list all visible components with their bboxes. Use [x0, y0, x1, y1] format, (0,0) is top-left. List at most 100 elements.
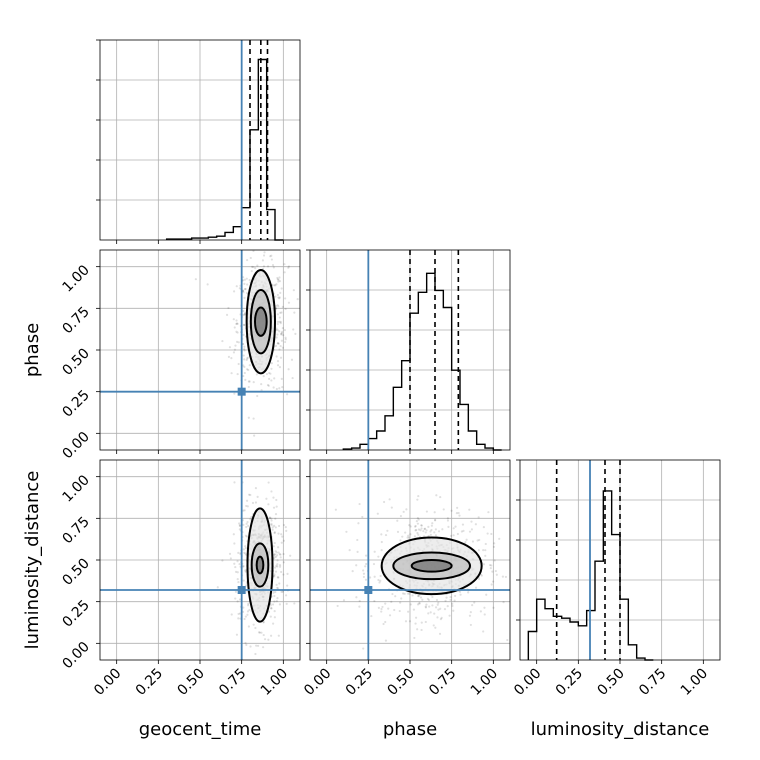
- scatter-point: [365, 562, 368, 566]
- scatter-point: [355, 596, 358, 599]
- scatter-point: [431, 604, 434, 607]
- scatter-point: [233, 326, 236, 329]
- scatter-point: [269, 372, 272, 375]
- histogram-step-line: [527, 490, 654, 661]
- scatter-point: [273, 574, 276, 578]
- scatter-point: [384, 602, 387, 605]
- scatter-point: [229, 557, 232, 560]
- scatter-point: [418, 602, 421, 605]
- scatter-point: [356, 550, 359, 553]
- scatter-point: [422, 530, 425, 533]
- scatter-point: [364, 565, 367, 568]
- scatter-point: [382, 622, 385, 626]
- scatter-point: [345, 530, 348, 533]
- scatter-point: [278, 297, 281, 300]
- scatter-point: [372, 562, 376, 566]
- scatter-point: [281, 346, 284, 349]
- scatter-point: [254, 626, 257, 630]
- scatter-point: [268, 377, 271, 380]
- scatter-point: [489, 567, 492, 570]
- scatter-point: [408, 620, 412, 623]
- scatter-point: [429, 533, 432, 536]
- scatter-point: [272, 591, 275, 594]
- scatter-point: [490, 564, 493, 567]
- panel-frame: [99, 249, 301, 451]
- scatter-point: [271, 264, 275, 267]
- scatter-point: [280, 330, 284, 333]
- scatter-point: [394, 595, 397, 598]
- x-tick-label: 0.75: [636, 666, 669, 699]
- scatter-point: [390, 600, 393, 603]
- scatter-point: [429, 611, 432, 614]
- scatter-point: [278, 276, 281, 279]
- scatter-point: [243, 349, 246, 352]
- scatter-point: [244, 569, 247, 572]
- scatter-point: [407, 610, 410, 613]
- scatter-point: [425, 529, 428, 532]
- scatter-point: [270, 524, 273, 527]
- scatter-point: [454, 525, 457, 528]
- scatter-point: [351, 570, 354, 573]
- y-tick-label: 0.50: [59, 556, 92, 589]
- scatter-point: [442, 508, 445, 511]
- scatter-point: [272, 496, 275, 499]
- scatter-point: [274, 526, 277, 529]
- scatter-point: [245, 277, 248, 280]
- scatter-point: [282, 334, 285, 337]
- scatter-point: [425, 510, 428, 513]
- scatter-point: [273, 610, 276, 613]
- scatter-point: [270, 258, 273, 261]
- scatter-point: [434, 606, 438, 609]
- x-axis-label-phase: phase: [383, 719, 437, 740]
- scatter-point: [248, 380, 251, 383]
- scatter-point: [277, 280, 280, 283]
- scatter-point: [276, 333, 279, 336]
- scatter-point: [358, 502, 361, 506]
- scatter-point: [245, 643, 248, 647]
- x-tick-label: 0.50: [174, 666, 207, 699]
- scatter-point: [278, 565, 282, 568]
- scatter-point: [362, 572, 366, 575]
- scatter-point: [277, 342, 280, 345]
- truth-marker: [237, 586, 246, 594]
- scatter-point: [236, 578, 239, 581]
- x-tick-label: 0.00: [511, 666, 544, 699]
- scatter-point: [460, 530, 463, 533]
- scatter-point: [244, 552, 247, 555]
- scatter-point: [557, 601, 559, 603]
- scatter-point: [276, 304, 279, 307]
- scatter-point: [477, 549, 480, 552]
- scatter-point: [281, 590, 284, 593]
- scatter-point: [469, 623, 472, 627]
- scatter-point: [488, 563, 492, 567]
- scatter-point: [417, 494, 420, 498]
- scatter-point: [243, 509, 246, 512]
- scatter-point: [450, 509, 453, 512]
- scatter-point: [468, 614, 472, 617]
- scatter-point: [236, 372, 239, 376]
- scatter-point: [458, 590, 462, 593]
- scatter-point: [282, 552, 285, 556]
- scatter-point: [236, 571, 239, 574]
- scatter-point: [276, 563, 279, 566]
- scatter-point: [274, 555, 278, 558]
- scatter-point: [246, 535, 249, 538]
- scatter-point: [247, 602, 250, 605]
- scatter-point: [362, 647, 365, 650]
- scatter-point: [419, 596, 423, 599]
- scatter-point: [242, 374, 245, 378]
- scatter-point: [416, 517, 419, 520]
- scatter-point: [276, 322, 279, 326]
- x-tick-label: 0.75: [216, 666, 249, 699]
- scatter-point: [287, 265, 291, 268]
- scatter-point: [251, 265, 254, 268]
- histogram-step-line: [165, 58, 284, 241]
- scatter-point: [234, 590, 238, 593]
- scatter-point: [262, 254, 266, 257]
- scatter-point: [278, 603, 282, 606]
- contour-line: [246, 507, 274, 623]
- scatter-point: [414, 622, 417, 625]
- scatter-point: [242, 309, 245, 313]
- scatter-point: [243, 551, 246, 554]
